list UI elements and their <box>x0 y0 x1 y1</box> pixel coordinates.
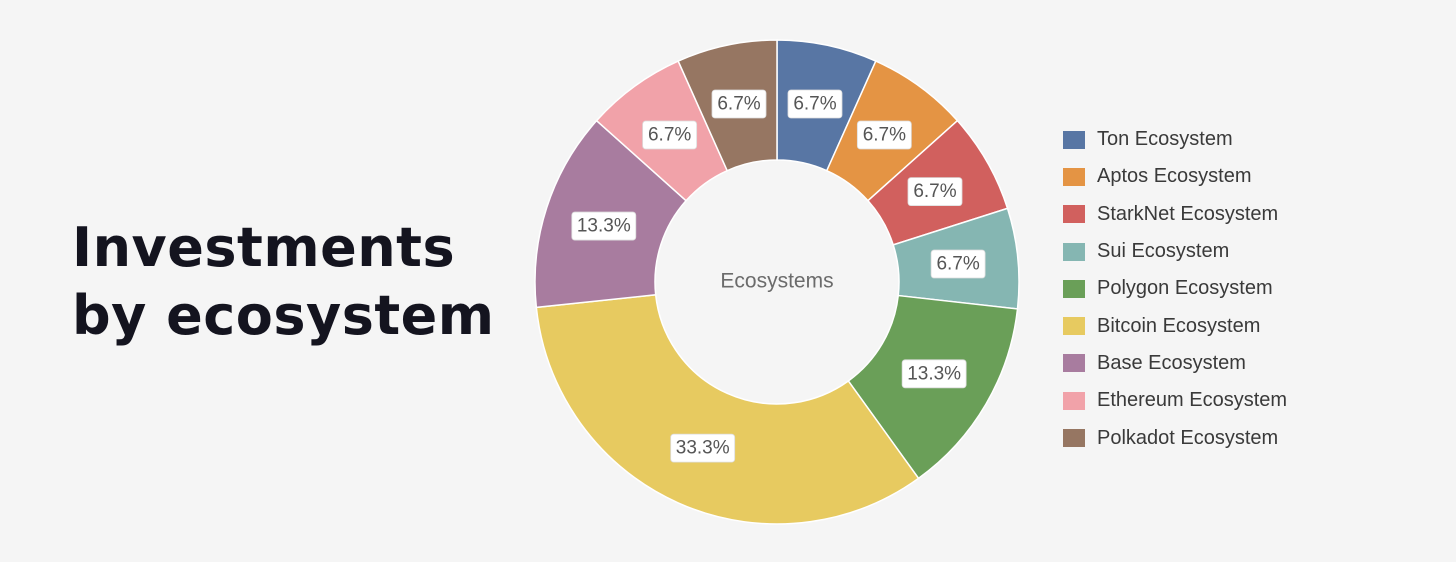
slice-data-label-8: 6.7% <box>711 89 767 119</box>
slice-data-label-box-8 <box>711 89 767 119</box>
donut-center-label: Ecosystems <box>720 270 833 293</box>
legend-item-3: Sui Ecosystem <box>1063 233 1287 270</box>
slice-data-label-1: 6.7% <box>856 120 912 150</box>
legend-label-4: Polygon Ecosystem <box>1097 277 1273 300</box>
legend-label-3: Sui Ecosystem <box>1097 240 1230 263</box>
slice-data-label-text-4: 13.3% <box>907 363 961 384</box>
legend-swatch-3 <box>1063 242 1085 261</box>
slice-data-label-text-1: 6.7% <box>863 125 906 146</box>
legend-swatch-7 <box>1063 391 1085 410</box>
slice-data-label-text-0: 6.7% <box>793 94 836 115</box>
legend-item-0: Ton Ecosystem <box>1063 121 1287 158</box>
legend-label-0: Ton Ecosystem <box>1097 128 1233 151</box>
slice-data-label-text-6: 13.3% <box>577 216 631 237</box>
slice-data-label-5: 33.3% <box>670 433 736 463</box>
slice-data-label-text-3: 6.7% <box>936 254 979 275</box>
slice-data-label-box-7 <box>642 120 698 150</box>
slice-data-label-box-4 <box>901 359 967 389</box>
legend-swatch-6 <box>1063 354 1085 373</box>
page-title-line-1: Investments <box>72 216 456 279</box>
legend-swatch-2 <box>1063 205 1085 224</box>
legend-item-1: Aptos Ecosystem <box>1063 158 1287 195</box>
legend-item-4: Polygon Ecosystem <box>1063 270 1287 307</box>
legend-label-5: Bitcoin Ecosystem <box>1097 314 1261 337</box>
slice-data-label-3: 6.7% <box>930 249 986 279</box>
page-title-line-2: by ecosystem <box>72 284 495 347</box>
legend-item-8: Polkadot Ecosystem <box>1063 419 1287 456</box>
donut-chart: 6.7% 6.7% 6.7% 6.7% 13.3% 33.3% 13.3% 6.7%6.7% … <box>534 39 1020 525</box>
chart-legend: Ton Ecosystem Aptos Ecosystem StarkNet Eco… <box>1063 121 1287 457</box>
slice-data-label-2: 6.7% <box>907 177 963 207</box>
slice-data-label-6: 13.3% <box>571 211 637 241</box>
legend-item-5: Bitcoin Ecosystem <box>1063 307 1287 344</box>
slice-data-label-box-0 <box>787 89 843 119</box>
slice-data-label-box-6 <box>571 211 637 241</box>
legend-label-6: Base Ecosystem <box>1097 351 1246 374</box>
legend-swatch-4 <box>1063 279 1085 298</box>
slice-data-label-7: 6.7% <box>642 120 698 150</box>
page-title: Investments by ecosystem <box>72 214 512 350</box>
slice-data-label-box-1 <box>856 120 912 150</box>
legend-item-2: StarkNet Ecosystem <box>1063 196 1287 233</box>
legend-label-1: Aptos Ecosystem <box>1097 165 1252 188</box>
slice-data-label-text-2: 6.7% <box>913 181 956 202</box>
legend-label-2: StarkNet Ecosystem <box>1097 202 1279 225</box>
donut-slice-5 <box>535 293 920 525</box>
legend-item-6: Base Ecosystem <box>1063 345 1287 382</box>
slice-data-label-0: 6.7% <box>787 89 843 119</box>
legend-item-7: Ethereum Ecosystem <box>1063 382 1287 419</box>
legend-swatch-8 <box>1063 429 1085 448</box>
slice-data-label-text-5: 33.3% <box>676 438 730 459</box>
legend-swatch-1 <box>1063 167 1085 186</box>
legend-swatch-5 <box>1063 317 1085 336</box>
legend-label-8: Polkadot Ecosystem <box>1097 426 1279 449</box>
slice-data-label-box-5 <box>670 433 736 463</box>
slice-data-label-4: 13.3% <box>901 359 967 389</box>
legend-label-7: Ethereum Ecosystem <box>1097 389 1288 412</box>
slice-data-label-text-8: 6.7% <box>717 94 760 115</box>
slice-data-label-text-7: 6.7% <box>648 125 691 146</box>
slice-data-label-box-2 <box>907 177 963 207</box>
legend-swatch-0 <box>1063 130 1085 149</box>
donut-slice-labels: 6.7% 6.7% 6.7% 6.7% 13.3% 33.3% 13.3% 6.7% 6.7% <box>571 89 986 463</box>
slice-data-label-box-3 <box>930 249 986 279</box>
